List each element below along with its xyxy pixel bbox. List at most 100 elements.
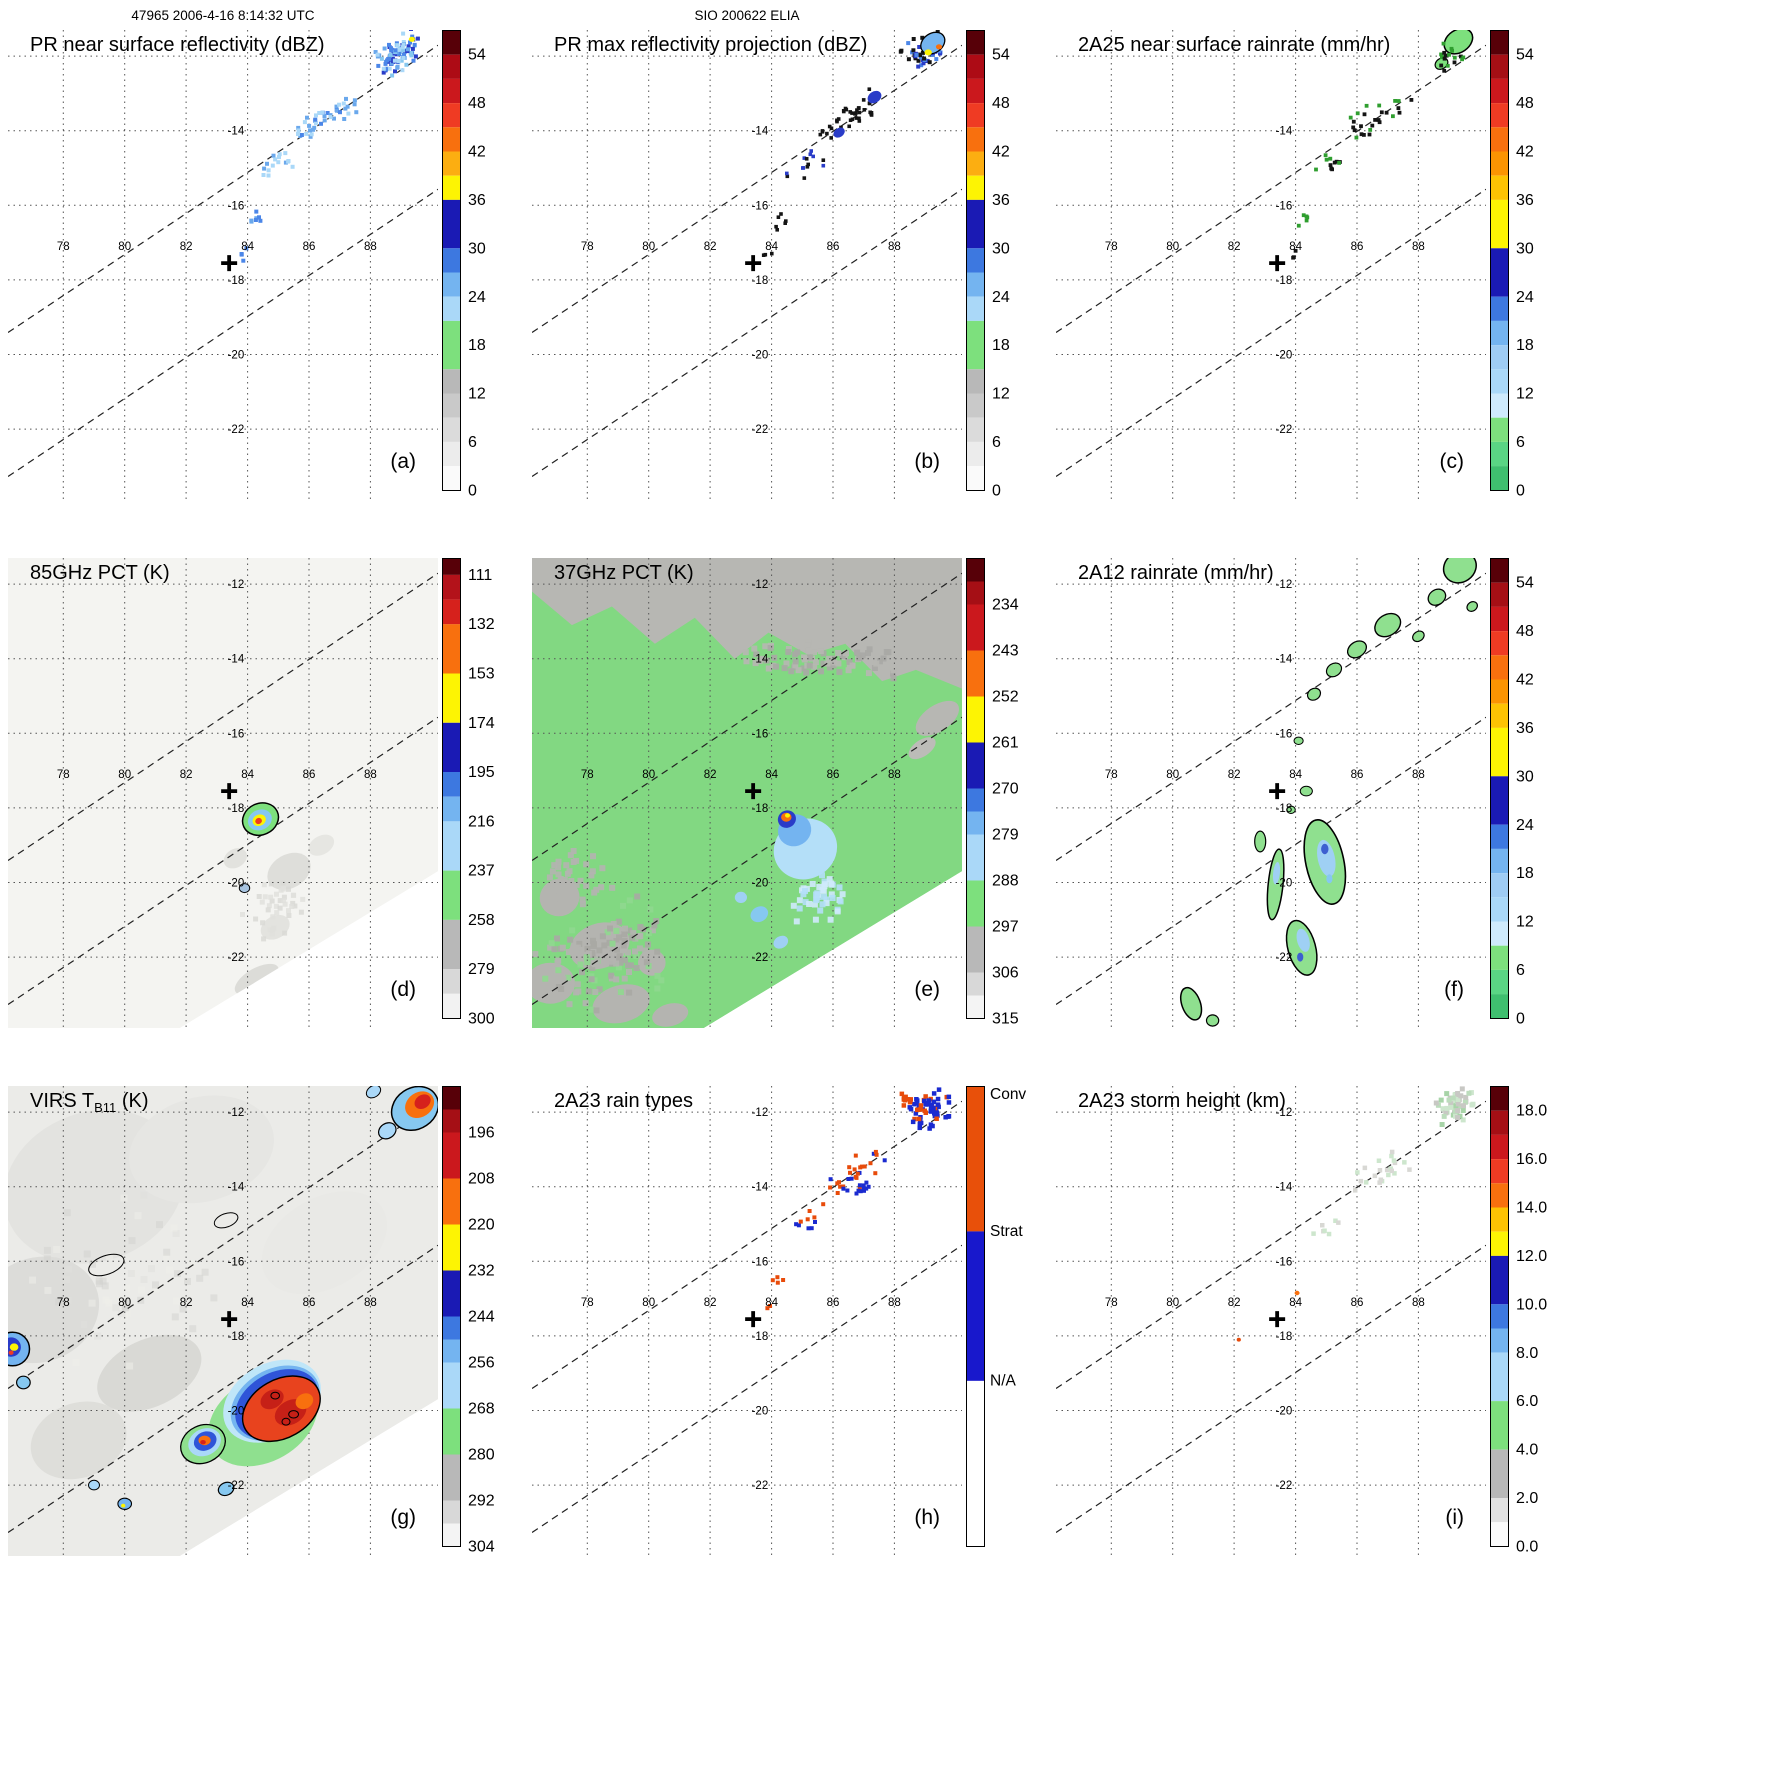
colorbar-tick-label: 270: [992, 781, 1019, 798]
colorbar-tick-label: 30: [992, 240, 1010, 257]
lon-label: 78: [581, 1297, 594, 1309]
lon-label: 86: [303, 1297, 316, 1309]
colorbar-tick-label: 12: [1516, 386, 1534, 403]
map-gridlines: [8, 1086, 438, 1556]
colorbar-tick-label: 6: [1516, 434, 1525, 451]
lon-label: 78: [1105, 241, 1118, 253]
map-features: [1291, 30, 1474, 260]
lon-label: 86: [827, 769, 840, 781]
lat-label: -20: [228, 350, 245, 362]
panel-d-letter: (d): [390, 978, 416, 1001]
map-gridlines: [8, 558, 438, 1028]
panel-f-map: 78 80 82 84 86 88 -12 -14 -16 -18 -20 -22 2A12 rainr…: [1056, 558, 1486, 1028]
center-cross-marker: [221, 783, 238, 800]
lon-label: 80: [642, 769, 655, 781]
lat-label: -22: [752, 1480, 769, 1492]
colorbar-tick-label: 297: [992, 919, 1019, 936]
colorbar-tick-label: 42: [1516, 144, 1534, 161]
colorbar-tick-label: 232: [468, 1263, 495, 1280]
lon-label: 86: [827, 1297, 840, 1309]
panel-b-colorbar: 54 48 42 36 30 24 18 12 6 0: [966, 30, 1010, 500]
lon-label: 86: [1351, 241, 1364, 253]
lon-label: 84: [1289, 1297, 1302, 1309]
lat-label: -14: [228, 126, 245, 138]
lon-label: 80: [642, 241, 655, 253]
lat-label: -20: [1276, 1406, 1293, 1418]
center-cross-marker: [745, 783, 762, 800]
lat-label: -20: [1276, 350, 1293, 362]
map-features: [734, 810, 846, 949]
panel-b-title: PR max reflectivity projection (dBZ): [554, 34, 867, 56]
lon-label: 88: [1412, 241, 1425, 253]
colorbar-tick-label: 216: [468, 813, 495, 830]
lat-label: -14: [228, 654, 245, 666]
lon-label: 80: [1166, 241, 1179, 253]
lat-label: -16: [228, 728, 245, 740]
lat-label: -20: [752, 1406, 769, 1418]
colorbar-tick-label: 279: [468, 961, 495, 978]
lat-label: -22: [228, 952, 245, 964]
panel-e-title: 37GHz PCT (K): [554, 562, 694, 584]
colorbar-tick-label: 244: [468, 1309, 495, 1326]
lat-label: -16: [752, 200, 769, 212]
colorbar-tick-label: 315: [992, 1011, 1019, 1028]
colorbar-tick-label: 54: [1516, 47, 1534, 64]
lon-label: 82: [1228, 241, 1241, 253]
lon-label: 88: [364, 1297, 377, 1309]
map-gridlines: [532, 30, 962, 500]
colorbar-tick-label: 243: [992, 643, 1019, 660]
lon-label: 78: [1105, 1297, 1118, 1309]
colorbar-tick-label: 195: [468, 764, 495, 781]
colorbar-tick-label: 288: [992, 873, 1019, 890]
lon-label: 84: [765, 769, 778, 781]
lat-label: -22: [1276, 952, 1293, 964]
lon-label: 88: [1412, 769, 1425, 781]
colorbar-tick-label: 36: [992, 192, 1010, 209]
panel-a-title: PR near surface reflectivity (dBZ): [30, 34, 325, 56]
colorbar-tick-label: 111: [468, 567, 492, 584]
lon-label: 78: [57, 769, 70, 781]
colorbar-tick-label: 18: [992, 337, 1010, 354]
lat-label: -16: [228, 200, 245, 212]
colorbar-tick-label: 54: [1516, 575, 1534, 592]
map-base: [532, 558, 962, 1028]
colorbar-tick-label: 304: [468, 1539, 495, 1556]
lon-label: 84: [765, 241, 778, 253]
colorbar-tick-label: 10.0: [1516, 1296, 1547, 1313]
colorbar-tick-label: 42: [1516, 672, 1534, 689]
panel-c-colorbar: 54 48 42 36 30 24 18 12 6 0: [1490, 30, 1534, 500]
lon-label: 84: [241, 1297, 254, 1309]
colorbar-tick-label: 237: [468, 863, 495, 880]
lat-label: -18: [752, 803, 769, 815]
map-features: [765, 1087, 952, 1311]
colorbar-tick-label: 18: [1516, 865, 1534, 882]
lat-label: -14: [1276, 126, 1293, 138]
colorbar-tick-label: 300: [468, 1011, 495, 1028]
colorbar-tick-label: 18.0: [1516, 1103, 1547, 1120]
panel-g-colorbar: 196 208 220 232 244 256 268 280 292 304: [442, 1086, 495, 1556]
lat-label: -14: [1276, 654, 1293, 666]
timestamp-header: 47965 2006-4-16 8:14:32 UTC: [131, 8, 315, 23]
lat-label: -22: [228, 424, 245, 436]
colorbar-tick-label: 42: [992, 144, 1010, 161]
lon-label: 80: [118, 769, 131, 781]
panel-g-title: VIRS TB11 (K): [30, 1090, 148, 1115]
panel-i-map: 78 80 82 84 86 88 -12 -14 -16 -18 -20 -22 2A23 storm…: [1056, 1086, 1486, 1556]
map-gridlines: [8, 30, 438, 500]
lon-label: 82: [704, 769, 717, 781]
colorbar-tick-label: 30: [1516, 240, 1534, 257]
map-features: [761, 30, 946, 257]
colorbar-tick-label: 220: [468, 1217, 495, 1234]
colorbar-tick-label: 16.0: [1516, 1151, 1547, 1168]
colorbar-tick-label: 208: [468, 1171, 495, 1188]
lat-label: -18: [228, 803, 245, 815]
colorbar-tick-label: 4.0: [1516, 1442, 1538, 1459]
colorbar-category-label: Conv: [990, 1086, 1026, 1103]
lon-label: 78: [581, 241, 594, 253]
lat-label: -20: [752, 878, 769, 890]
lat-label: -14: [228, 1182, 245, 1194]
colorbar-tick-label: 0: [992, 483, 1001, 500]
colorbar-tick-label: 153: [468, 666, 495, 683]
colorbar-category-label: Strat: [990, 1223, 1023, 1240]
colorbar-tick-label: 36: [1516, 192, 1534, 209]
